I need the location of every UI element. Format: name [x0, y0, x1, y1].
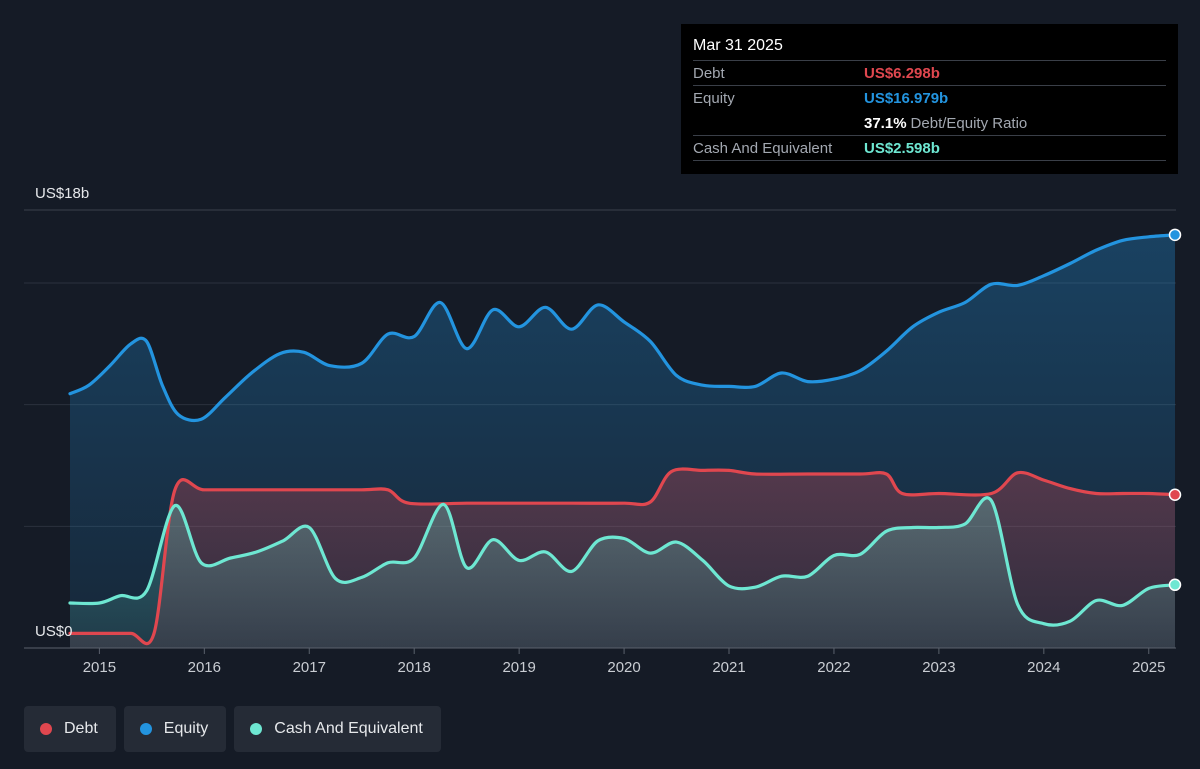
- hover-tooltip: Mar 31 2025 Debt US$6.298b Equity US$16.…: [681, 24, 1178, 174]
- area-cash-and-equivalent: [70, 497, 1175, 648]
- legend-label-cash: Cash And Equivalent: [274, 720, 423, 737]
- tooltip-ratio-value: 37.1%: [864, 114, 907, 132]
- series-end-markers: [1168, 228, 1182, 592]
- tooltip-row-debt: Debt US$6.298b: [693, 60, 1166, 85]
- tooltip-row-equity: Equity US$16.979b: [693, 85, 1166, 110]
- series-lines: [68, 233, 1177, 646]
- tooltip-date: Mar 31 2025: [693, 37, 783, 54]
- tooltip-debt-value: US$6.298b: [864, 64, 940, 82]
- series-areas: [70, 234, 1175, 649]
- legend-label-debt: Debt: [64, 720, 98, 737]
- tooltip-equity-label: Equity: [693, 89, 735, 107]
- legend-dot-cash: [250, 723, 263, 735]
- legend-dot-debt: [40, 723, 52, 735]
- debt-equity-chart: 2015 2016 2017 2018 2019 2020 2021 2022 2023 2024…: [24, 185, 1182, 676]
- tooltip-equity-value: US$16.979b: [864, 89, 949, 107]
- x-tick-label: 2016: [188, 659, 221, 676]
- line-cash-and-equivalent: [68, 496, 1177, 627]
- tooltip-row-cash: Cash And Equivalent US$2.598b: [693, 135, 1166, 161]
- tooltip-ratio-label: Debt/Equity Ratio: [910, 114, 1028, 132]
- x-tick-label: 2020: [607, 659, 640, 676]
- tooltip-cash-value: US$2.598b: [864, 139, 940, 157]
- x-tick-label: 2017: [293, 659, 326, 676]
- end-marker-debt: [1168, 488, 1182, 501]
- legend-dot-equity: [139, 723, 152, 735]
- x-tick-label: 2022: [817, 659, 850, 676]
- line-debt: [68, 467, 1177, 646]
- legend-item-equity[interactable]: Equity: [123, 706, 227, 752]
- y-tick-label: US$0: [35, 623, 73, 640]
- end-marker-equity: [1168, 228, 1182, 242]
- chart-legend: Debt Equity Cash And Equivalent: [24, 706, 441, 752]
- x-tick-label: 2025: [1132, 659, 1165, 676]
- tooltip-debt-label: Debt: [693, 64, 725, 82]
- legend-item-cash[interactable]: Cash And Equivalent: [234, 706, 441, 752]
- end-marker-cash-and-equivalent: [1168, 578, 1182, 592]
- legend-item-debt[interactable]: Debt: [24, 706, 116, 752]
- x-tick-label: 2024: [1027, 659, 1060, 676]
- tooltip-row-ratio: 37.1% Debt/Equity Ratio: [693, 110, 1166, 135]
- line-equity: [68, 233, 1177, 423]
- legend-label-equity: Equity: [163, 720, 209, 737]
- x-tick-label: 2021: [712, 659, 745, 676]
- tooltip-cash-label: Cash And Equivalent: [693, 139, 833, 157]
- x-tick-label: 2018: [398, 659, 431, 676]
- x-tick-label: 2019: [502, 659, 535, 676]
- x-tick-label: 2023: [922, 659, 955, 676]
- axes: 2015 2016 2017 2018 2019 2020 2021 2022 2023 2024…: [24, 185, 1176, 676]
- x-tick-label: 2015: [83, 659, 116, 676]
- y-tick-label: US$18b: [35, 185, 89, 202]
